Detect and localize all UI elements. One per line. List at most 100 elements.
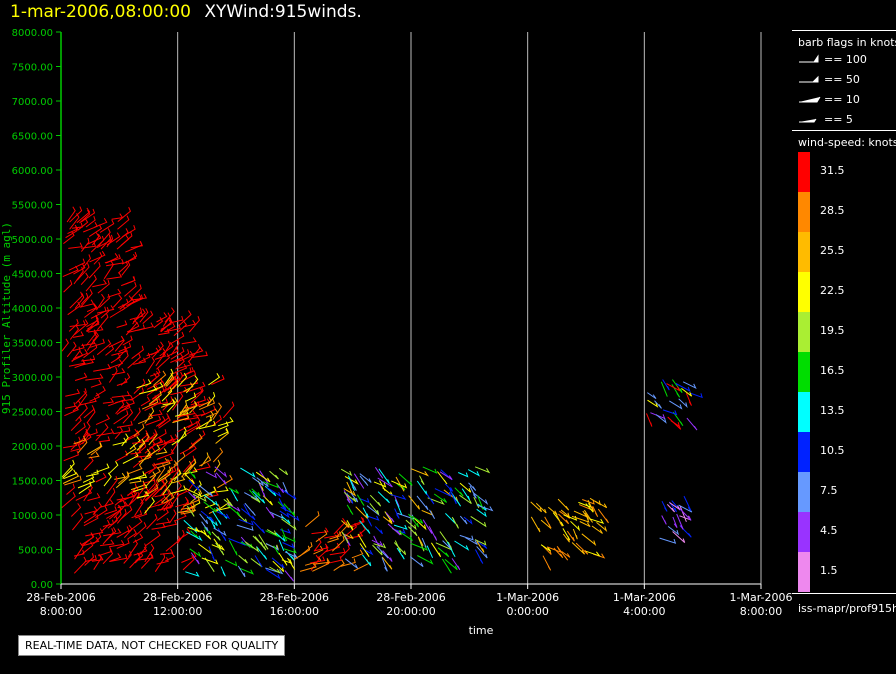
wind-barb <box>266 529 277 536</box>
wind-barb <box>427 497 445 506</box>
wind-barb <box>192 493 207 503</box>
legend-separator <box>792 593 896 594</box>
wind-barb <box>108 335 125 348</box>
y-tick-label: 4000.00 <box>12 304 53 315</box>
wind-barb <box>201 557 219 565</box>
wind-barb <box>121 276 136 287</box>
wind-barb <box>133 423 145 437</box>
wind-barb <box>265 542 280 551</box>
wind-barb <box>544 516 552 529</box>
wind-barb <box>279 510 290 519</box>
wind-barb <box>650 412 666 420</box>
colorbar-entry: 1.5 <box>798 552 896 592</box>
wind-barb <box>244 541 260 553</box>
wind-barb <box>669 400 683 410</box>
wind-barb <box>429 509 436 519</box>
wind-barb <box>195 415 213 430</box>
wind-barb <box>95 386 106 397</box>
wind-barb <box>317 545 329 559</box>
wind-barb <box>562 528 571 541</box>
wind-barb <box>357 533 367 548</box>
wind-barb <box>88 261 101 279</box>
wind-barb <box>74 372 88 381</box>
wind-barb <box>154 553 166 572</box>
wind-barb <box>87 442 102 455</box>
wind-barb <box>421 537 427 548</box>
wind-barb <box>164 307 175 323</box>
wind-barb <box>206 516 218 526</box>
wind-barb <box>74 293 85 309</box>
wind-barb <box>89 392 101 402</box>
colorbar-swatch <box>798 472 810 512</box>
wind-barb <box>312 558 331 565</box>
wind-barb <box>398 473 413 486</box>
wind-barb <box>587 499 594 512</box>
wind-barb <box>468 482 477 491</box>
wind-barb <box>186 421 199 432</box>
wind-barb <box>63 450 80 462</box>
wind-barb <box>281 528 288 542</box>
wind-barb <box>129 552 141 569</box>
colorbar-value: 28.5 <box>820 204 845 217</box>
wind-barb <box>168 465 180 485</box>
wind-barb <box>164 324 181 333</box>
wind-barb <box>342 532 354 540</box>
colorbar-entry: 13.5 <box>798 392 896 432</box>
wind-barb <box>86 332 98 351</box>
wind-barb <box>109 553 122 562</box>
y-tick-label: 3500.00 <box>12 339 53 350</box>
wind-barb <box>90 338 105 348</box>
wind-barb <box>263 481 279 489</box>
wind-barb <box>561 551 571 558</box>
wind-barb <box>165 322 176 333</box>
wind-barb <box>216 511 231 520</box>
wind-barb <box>92 532 102 545</box>
barb-flag-10-icon <box>799 96 821 103</box>
wind-barb <box>81 537 100 547</box>
wind-barb <box>145 429 158 443</box>
wind-barb <box>441 558 452 574</box>
wind-barb <box>115 228 129 243</box>
wind-barb <box>201 521 209 532</box>
wind-barb <box>160 477 168 491</box>
barb-cluster-yellow-mid <box>61 433 150 495</box>
colorbar-swatch <box>798 512 810 552</box>
wind-barb <box>169 509 177 524</box>
barb-flag-label: == 5 <box>824 113 853 126</box>
wind-barb <box>559 510 571 519</box>
wind-barb <box>353 473 365 489</box>
wind-barb <box>324 542 341 553</box>
wind-barb <box>96 339 112 356</box>
wind-barb <box>90 379 102 388</box>
wind-barb <box>331 535 345 552</box>
wind-barb <box>117 501 129 509</box>
wind-barb <box>190 552 200 565</box>
wind-barb <box>467 469 481 477</box>
y-tick-label: 5000.00 <box>12 235 53 246</box>
wind-barb <box>305 511 320 528</box>
wind-barb <box>161 397 179 408</box>
wind-barb <box>275 532 286 542</box>
wind-barb <box>281 535 296 543</box>
wind-barb <box>71 346 81 363</box>
wind-barb <box>120 505 133 520</box>
wind-barb <box>359 498 370 504</box>
wind-barb <box>138 432 150 448</box>
wind-barb <box>659 537 677 544</box>
wind-barb <box>411 515 424 524</box>
wind-barb <box>422 466 438 474</box>
wind-barb <box>419 475 425 485</box>
barb-cluster-top-right <box>646 379 703 431</box>
wind-barb <box>409 556 424 567</box>
wind-barb <box>439 531 451 547</box>
wind-barb <box>149 371 160 384</box>
wind-barb <box>173 452 186 466</box>
wind-barbs <box>61 206 703 582</box>
wind-barb <box>66 483 75 495</box>
colorbar-swatch <box>798 552 810 592</box>
wind-barb <box>156 353 171 370</box>
wind-barb <box>80 292 89 305</box>
wind-barb <box>530 501 542 513</box>
wind-barb <box>112 437 128 446</box>
wind-barb <box>203 494 219 507</box>
